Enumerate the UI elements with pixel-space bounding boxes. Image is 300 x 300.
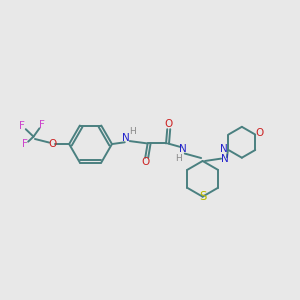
Text: N: N <box>122 133 130 143</box>
Text: H: H <box>129 127 136 136</box>
Text: N: N <box>221 154 229 164</box>
Text: O: O <box>48 139 56 149</box>
Text: O: O <box>141 157 149 167</box>
Text: N: N <box>178 144 186 154</box>
Text: O: O <box>256 128 264 138</box>
Text: H: H <box>176 154 182 163</box>
Text: F: F <box>19 121 25 131</box>
Text: F: F <box>22 139 28 149</box>
Text: S: S <box>199 190 206 203</box>
Text: N: N <box>220 143 228 154</box>
Text: O: O <box>165 119 173 129</box>
Text: F: F <box>40 120 45 130</box>
